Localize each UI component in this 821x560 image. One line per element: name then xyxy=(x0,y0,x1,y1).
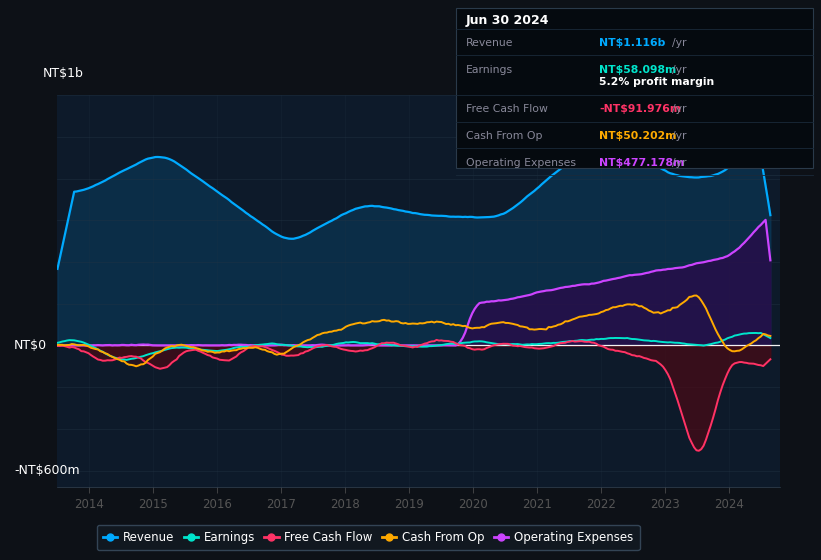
Text: Revenue: Revenue xyxy=(466,38,513,48)
Text: Cash From Op: Cash From Op xyxy=(466,131,542,141)
Text: NT$1.116b: NT$1.116b xyxy=(599,38,666,48)
Text: /yr: /yr xyxy=(672,131,686,141)
Text: NT$58.098m: NT$58.098m xyxy=(599,65,677,75)
Legend: Revenue, Earnings, Free Cash Flow, Cash From Op, Operating Expenses: Revenue, Earnings, Free Cash Flow, Cash … xyxy=(97,525,640,550)
Text: Earnings: Earnings xyxy=(466,65,512,75)
Text: Free Cash Flow: Free Cash Flow xyxy=(466,104,548,114)
Text: NT$0: NT$0 xyxy=(14,339,48,352)
Text: /yr: /yr xyxy=(672,38,686,48)
Text: Jun 30 2024: Jun 30 2024 xyxy=(466,14,549,27)
Text: NT$50.202m: NT$50.202m xyxy=(599,131,677,141)
Text: NT$477.178m: NT$477.178m xyxy=(599,158,685,168)
Text: /yr: /yr xyxy=(672,158,686,168)
Text: -NT$600m: -NT$600m xyxy=(14,464,80,477)
Text: NT$1b: NT$1b xyxy=(43,67,84,80)
Text: /yr: /yr xyxy=(672,104,686,114)
Text: -NT$91.976m: -NT$91.976m xyxy=(599,104,681,114)
Text: /yr: /yr xyxy=(672,65,686,75)
Text: 5.2% profit margin: 5.2% profit margin xyxy=(599,77,714,87)
Text: Operating Expenses: Operating Expenses xyxy=(466,158,576,168)
